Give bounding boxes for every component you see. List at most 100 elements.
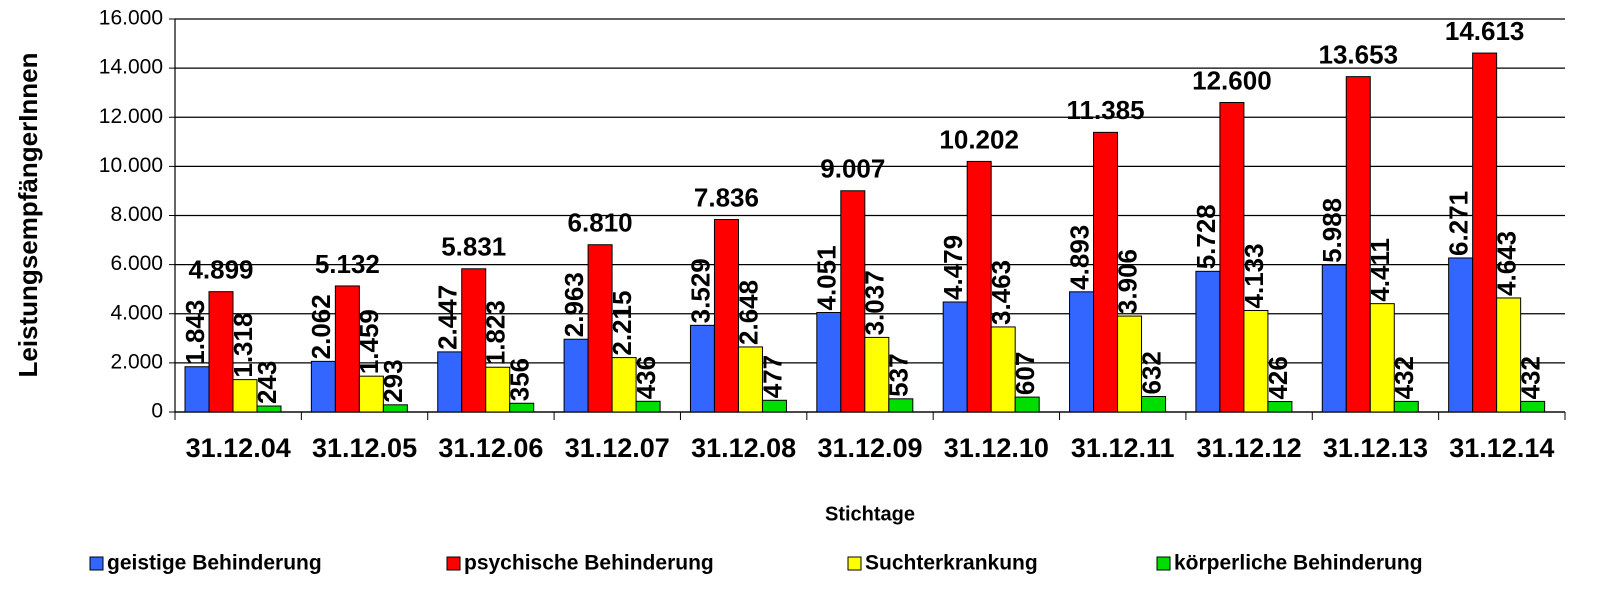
bar (1117, 315, 1143, 413)
bar (966, 160, 992, 413)
data-label: 4.479 (938, 235, 968, 300)
data-label: 10.202 (939, 124, 1019, 154)
bar (713, 219, 739, 413)
bar (761, 399, 787, 413)
data-label: 426 (1263, 356, 1293, 399)
bar (437, 351, 463, 413)
bar (840, 190, 866, 413)
y-tick-label: 4.000 (110, 301, 163, 324)
data-label: 11.385 (1066, 95, 1144, 125)
data-label: 4.643 (1492, 231, 1522, 296)
data-label: 6.810 (568, 208, 633, 238)
data-label: 1.318 (228, 313, 258, 378)
data-label: 12.600 (1192, 65, 1272, 95)
x-tick-label: 31.12.11 (1071, 433, 1175, 463)
data-label: 3.906 (1112, 249, 1142, 314)
bar (1141, 395, 1167, 413)
bar (864, 336, 890, 413)
bar (888, 398, 914, 413)
data-label: 537 (884, 353, 914, 396)
data-label: 436 (631, 356, 661, 399)
legend-swatch (446, 556, 461, 571)
data-label: 2.215 (607, 291, 637, 356)
bar (587, 244, 613, 413)
bar (232, 379, 258, 413)
data-label: 1.459 (354, 309, 384, 374)
x-tick-label: 31.12.04 (186, 433, 291, 463)
bar (509, 402, 535, 413)
data-label: 7.836 (694, 182, 759, 212)
bar (1369, 303, 1395, 413)
data-label: 4.051 (812, 245, 842, 310)
data-label: 5.831 (441, 232, 506, 262)
data-label: 1.843 (180, 300, 210, 365)
data-label: 5.132 (315, 249, 380, 279)
data-label: 632 (1136, 351, 1166, 394)
bar (635, 400, 661, 413)
bar (1093, 131, 1119, 413)
bar (1195, 270, 1221, 413)
bar (1448, 257, 1474, 413)
x-tick-label: 31.12.13 (1323, 433, 1428, 463)
legend-label: geistige Behinderung (107, 552, 322, 575)
bar (1345, 76, 1371, 413)
data-label: 477 (757, 355, 787, 398)
data-label: 4.893 (1064, 225, 1094, 290)
bar (1321, 264, 1347, 413)
data-label: 2.648 (733, 280, 763, 345)
bar (563, 338, 589, 413)
data-label: 356 (505, 358, 535, 401)
bar (461, 268, 487, 413)
data-label: 607 (1010, 352, 1040, 395)
data-label: 3.529 (685, 258, 715, 323)
bar (990, 326, 1016, 413)
x-tick-label: 31.12.05 (312, 433, 417, 463)
data-label: 13.653 (1319, 40, 1399, 70)
y-axis-title: LeistungsempfängerInnen (13, 52, 43, 377)
x-tick-label: 31.12.07 (565, 433, 670, 463)
bar (256, 405, 282, 413)
bar (689, 324, 715, 413)
x-tick-label: 31.12.08 (691, 433, 796, 463)
bar (485, 366, 511, 413)
data-label: 432 (1389, 356, 1419, 399)
data-label: 6.271 (1444, 191, 1474, 256)
legend-swatch (1156, 556, 1171, 571)
data-label: 4.411 (1365, 238, 1395, 302)
bar (382, 404, 408, 413)
y-tick-label: 14.000 (99, 56, 163, 79)
x-tick-label: 31.12.14 (1449, 433, 1554, 463)
bar (1393, 400, 1419, 413)
legend-swatch (847, 556, 862, 571)
data-label: 293 (378, 359, 408, 402)
bar (1014, 396, 1040, 413)
legend-label: psychische Behinderung (464, 552, 714, 575)
bar (1496, 297, 1522, 413)
y-tick-label: 0 (151, 400, 163, 423)
data-label: 3.037 (860, 270, 890, 335)
data-label: 243 (252, 361, 282, 404)
y-tick-label: 12.000 (99, 105, 163, 128)
legend-label: Suchterkrankung (865, 552, 1038, 575)
bar (358, 375, 384, 413)
y-tick-label: 6.000 (110, 252, 163, 275)
data-label: 3.463 (986, 260, 1016, 325)
y-tick-label: 16.000 (99, 7, 163, 30)
bar (816, 311, 842, 413)
y-tick-label: 8.000 (110, 203, 163, 226)
data-label: 4.133 (1239, 243, 1269, 308)
x-axis-title: Stichtage (825, 503, 915, 525)
bar (1472, 52, 1498, 413)
legend-label: körperliche Behinderung (1174, 552, 1423, 575)
data-label: 432 (1516, 356, 1546, 399)
x-tick-label: 31.12.12 (1197, 433, 1302, 463)
data-label: 2.447 (433, 285, 463, 350)
x-tick-label: 31.12.09 (817, 433, 922, 463)
data-label: 4.899 (188, 255, 253, 285)
x-tick-label: 31.12.06 (438, 433, 543, 463)
bar (310, 360, 336, 413)
data-label: 5.988 (1317, 198, 1347, 263)
bar (1219, 102, 1245, 413)
y-tick-label: 2.000 (110, 350, 163, 373)
